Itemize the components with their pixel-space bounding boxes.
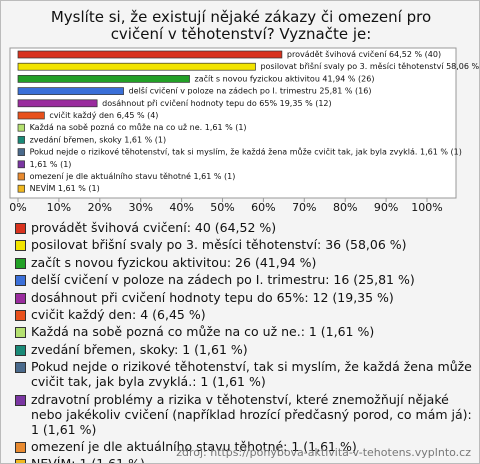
bar bbox=[17, 50, 283, 59]
legend-label: omezení je dle aktuálního stavu těhotné:… bbox=[31, 438, 357, 454]
bar-label: delší cvičení v poloze na zádech po I. t… bbox=[129, 86, 372, 96]
bar-label: NEVÍM 1,61 % (1) bbox=[30, 182, 100, 193]
bar-label: cvičit každý den 6,45 % (4) bbox=[49, 110, 158, 120]
legend-item: delší cvičení v poloze na zádech po I. t… bbox=[15, 272, 475, 287]
bar bbox=[17, 111, 45, 120]
bar bbox=[17, 148, 25, 156]
bar bbox=[17, 123, 25, 132]
legend-swatch bbox=[15, 240, 26, 252]
bar bbox=[17, 75, 190, 83]
legend-item: dosáhnout při cvičení hodnoty tepu do 65… bbox=[15, 290, 475, 305]
legend-item: zdravotní problémy a rizika v těhotenstv… bbox=[15, 392, 475, 437]
legend-item: zvedání břemen, skoky: 1 (1,61 %) bbox=[15, 342, 475, 357]
bar-label: dosáhnout při cvičení hodnoty tepu do 65… bbox=[102, 98, 332, 108]
legend-item: NEVÍM: 1 (1,61 %) bbox=[15, 456, 475, 464]
x-tick-label: 70% bbox=[292, 201, 316, 214]
legend-swatch bbox=[15, 257, 26, 269]
legend-item: Každá na sobě pozná co může na co už ne.… bbox=[15, 324, 475, 339]
legend-swatch bbox=[15, 292, 26, 304]
x-tick-label: 50% bbox=[210, 201, 234, 214]
legend-swatch bbox=[15, 459, 26, 463]
x-tick-label: 0% bbox=[9, 201, 26, 214]
bar bbox=[17, 99, 98, 108]
legend-swatch bbox=[15, 344, 26, 356]
bar bbox=[17, 184, 25, 193]
legend-swatch bbox=[15, 275, 26, 287]
legend-swatch bbox=[15, 394, 26, 406]
legend-label: Každá na sobě pozná co může na co už ne.… bbox=[31, 324, 375, 340]
x-tick-label: 30% bbox=[128, 201, 152, 214]
bar-label: posilovat břišní svaly po 3. měsíci těho… bbox=[260, 61, 479, 71]
bar-label: zvedání břemen, skoky 1,61 % (1) bbox=[30, 135, 167, 144]
legend-label: zdravotní problémy a rizika v těhotenstv… bbox=[31, 391, 472, 437]
legend-item: provádět švihová cvičení: 40 (64,52 %) bbox=[15, 220, 475, 235]
legend-item: cvičit každý den: 4 (6,45 %) bbox=[15, 307, 475, 322]
bar-label: omezení je dle aktuálního stavu těhotné … bbox=[30, 171, 236, 181]
legend-swatch bbox=[15, 309, 26, 321]
legend-swatch bbox=[15, 441, 26, 453]
x-tick-label: 90% bbox=[374, 201, 398, 214]
legend-label: NEVÍM: 1 (1,61 %) bbox=[31, 456, 145, 464]
legend-item: posilovat břišní svaly po 3. měsíci těho… bbox=[15, 237, 475, 252]
legend-swatch bbox=[15, 362, 26, 374]
legend-label: zvedání břemen, skoky: 1 (1,61 %) bbox=[31, 341, 248, 357]
legend-label: provádět švihová cvičení: 40 (64,52 %) bbox=[31, 220, 277, 235]
x-tick-label: 20% bbox=[88, 201, 112, 214]
bar-label: začít s novou fyzickou aktivitou 41,94 %… bbox=[195, 73, 375, 83]
source: zdroj: https://pohybova-aktivita-v-tehot… bbox=[176, 446, 471, 459]
legend-item: začít s novou fyzickou aktivitou: 26 (41… bbox=[15, 255, 475, 270]
legend-item: Pokud nejde o rizikové těhotenství, tak … bbox=[15, 359, 475, 389]
legend-swatch bbox=[15, 327, 26, 339]
legend: provádět švihová cvičení: 40 (64,52 %) po… bbox=[15, 220, 475, 464]
legend-label: delší cvičení v poloze na zádech po I. t… bbox=[31, 272, 415, 288]
bar bbox=[17, 62, 256, 71]
bar bbox=[17, 172, 25, 181]
legend-label: Pokud nejde o rizikové těhotenství, tak … bbox=[31, 359, 472, 390]
x-tick-label: 60% bbox=[251, 201, 275, 214]
x-tick-label: 40% bbox=[169, 201, 193, 214]
bar-label: provádět švihová cvičení 64,52 % (40) bbox=[287, 49, 441, 59]
x-tick-label: 100% bbox=[411, 201, 442, 214]
bar-label: 1,61 % (1) bbox=[30, 160, 72, 169]
legend-label: dosáhnout při cvičení hodnoty tepu do 65… bbox=[31, 289, 394, 305]
legend-item: omezení je dle aktuálního stavu těhotné:… bbox=[15, 439, 475, 454]
legend-label: posilovat břišní svaly po 3. měsíci těho… bbox=[31, 237, 407, 253]
bar-label: Každá na sobě pozná co může na co už ne.… bbox=[30, 122, 247, 132]
x-tick-label: 10% bbox=[47, 201, 71, 214]
legend-label: začít s novou fyzickou aktivitou: 26 (41… bbox=[31, 254, 317, 270]
bar bbox=[17, 136, 25, 144]
plot: 0% 10% 20% 30% 40% 50% 60% 70% 80% 90% 100% provádě… bbox=[9, 47, 479, 214]
bar bbox=[17, 87, 124, 95]
legend-swatch bbox=[15, 223, 26, 234]
chart-title: Myslíte si, že existují nějaké zákazy či… bbox=[50, 8, 432, 43]
legend-label: cvičit každý den: 4 (6,45 %) bbox=[31, 306, 206, 322]
plot-area bbox=[9, 47, 457, 199]
bar-label: Pokud nejde o rizikové těhotenství, tak … bbox=[30, 147, 462, 157]
bar bbox=[17, 160, 25, 169]
x-tick-label: 80% bbox=[333, 201, 357, 214]
